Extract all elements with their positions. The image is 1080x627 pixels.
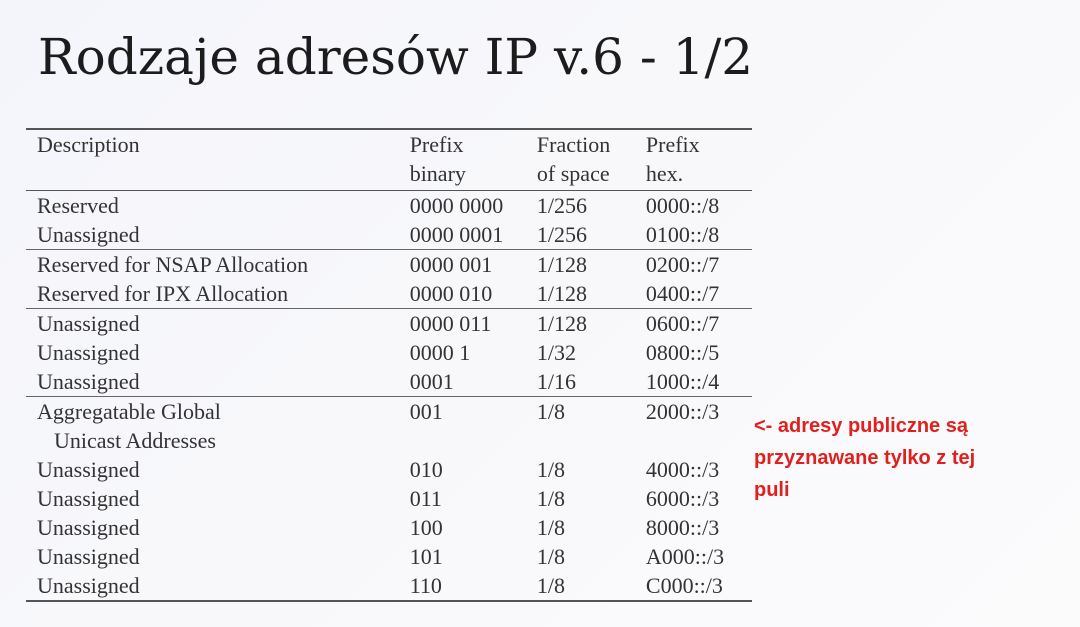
header-prefix-binary-line1: Prefix <box>409 132 464 157</box>
public-address-annotation: <- adresy publiczne są przyznawane tylko… <box>754 410 1054 506</box>
header-row-2: binary of space hex. <box>26 159 752 191</box>
cell-fraction: 1/8 <box>536 544 566 569</box>
cell-prefix-hex: C000::/3 <box>645 573 723 598</box>
header-prefix-hex-line2: hex. <box>645 161 684 186</box>
cell-fraction: 1/8 <box>536 486 566 511</box>
cell-prefix-hex: 0800::/5 <box>645 340 720 365</box>
cell-prefix-binary: 110 <box>409 573 442 598</box>
cell-description: Unassigned <box>37 369 140 394</box>
cell-prefix-hex: 0100::/8 <box>645 222 720 247</box>
cell-prefix-binary: 0000 011 <box>409 311 492 336</box>
cell-fraction: 1/8 <box>536 457 566 482</box>
header-prefix-hex-line1: Prefix <box>645 132 700 157</box>
table-row: Unassigned 010 1/8 4000::/3 <box>26 455 752 484</box>
table-row-continuation: Unicast Addresses <box>26 426 752 455</box>
cell-prefix-hex: 0200::/7 <box>645 252 720 277</box>
table-header: Description Prefix Fraction Prefix binar… <box>26 129 752 191</box>
cell-empty <box>646 426 752 455</box>
cell-prefix-hex: 1000::/4 <box>645 369 720 394</box>
cell-description: Reserved for NSAP Allocation <box>37 252 309 277</box>
cell-description: Reserved <box>37 193 119 218</box>
cell-prefix-hex: 6000::/3 <box>645 486 720 511</box>
cell-prefix-binary: 0000 0001 <box>409 222 504 247</box>
cell-description: Unassigned <box>37 573 140 598</box>
cell-fraction: 1/128 <box>536 281 588 306</box>
cell-description: Unassigned <box>37 515 140 540</box>
cell-fraction: 1/128 <box>536 311 588 336</box>
ipv6-address-table: Description Prefix Fraction Prefix binar… <box>26 128 752 602</box>
table-row: Unassigned 0000 0001 1/256 0100::/8 <box>26 220 752 250</box>
cell-prefix-hex: A000::/3 <box>645 544 725 569</box>
cell-prefix-binary: 0000 001 <box>409 252 493 277</box>
cell-prefix-binary: 0000 0000 <box>409 193 504 218</box>
cell-prefix-binary: 0001 <box>409 369 454 394</box>
header-description-blank <box>26 159 410 191</box>
cell-fraction: 1/32 <box>536 340 577 365</box>
cell-fraction: 1/16 <box>536 369 577 394</box>
annotation-line-3: puli <box>754 479 790 501</box>
cell-fraction: 1/128 <box>536 252 588 277</box>
table-row: Unassigned 101 1/8 A000::/3 <box>26 542 752 571</box>
table-row: Unassigned 110 1/8 C000::/3 <box>26 571 752 601</box>
cell-prefix-binary: 011 <box>409 486 442 511</box>
cell-description: Unassigned <box>37 457 140 482</box>
header-row-1: Description Prefix Fraction Prefix <box>26 129 752 159</box>
cell-prefix-hex: 4000::/3 <box>645 457 720 482</box>
table-row: Unassigned 100 1/8 8000::/3 <box>26 513 752 542</box>
cell-fraction: 1/256 <box>536 222 588 247</box>
cell-prefix-binary: 010 <box>409 457 443 482</box>
cell-prefix-binary: 0000 010 <box>409 281 493 306</box>
cell-prefix-hex: 2000::/3 <box>645 399 720 424</box>
cell-fraction: 1/8 <box>536 573 566 598</box>
cell-empty <box>537 426 646 455</box>
cell-description-continuation: Unicast Addresses <box>54 428 216 453</box>
table-row: Unassigned 0001 1/16 1000::/4 <box>26 367 752 397</box>
header-fraction-line2: of space <box>536 161 610 186</box>
annotation-line-1: <- adresy publiczne są <box>754 415 968 437</box>
cell-description: Unassigned <box>37 340 140 365</box>
cell-description: Unassigned <box>37 311 140 336</box>
cell-prefix-hex: 0400::/7 <box>645 281 720 306</box>
cell-prefix-hex: 0600::/7 <box>645 311 720 336</box>
cell-description: Unassigned <box>37 222 140 247</box>
header-prefix-binary-line2: binary <box>409 161 466 186</box>
cell-description: Aggregatable Global <box>37 399 221 424</box>
cell-description: Unassigned <box>37 544 140 569</box>
cell-prefix-hex: 8000::/3 <box>645 515 720 540</box>
slide-title: Rodzaje adresów IP v.6 - 1/2 <box>38 28 754 86</box>
table-body: Reserved 0000 0000 1/256 0000::/8 Unassi… <box>26 191 752 601</box>
address-types-table: Description Prefix Fraction Prefix binar… <box>26 128 752 602</box>
table-row: Aggregatable Global 001 1/8 2000::/3 <box>26 397 752 427</box>
cell-fraction: 1/8 <box>536 515 566 540</box>
table-row: Unassigned 0000 1 1/32 0800::/5 <box>26 338 752 367</box>
cell-fraction: 1/8 <box>536 399 566 424</box>
cell-fraction: 1/256 <box>536 193 588 218</box>
cell-prefix-binary: 001 <box>409 399 443 424</box>
cell-prefix-hex: 0000::/8 <box>645 193 720 218</box>
table-row: Reserved for IPX Allocation 0000 010 1/1… <box>26 279 752 309</box>
table-row: Unassigned 011 1/8 6000::/3 <box>26 484 752 513</box>
cell-prefix-binary: 101 <box>409 544 443 569</box>
cell-description: Reserved for IPX Allocation <box>37 281 289 306</box>
cell-prefix-binary: 100 <box>409 515 443 540</box>
header-description: Description <box>37 132 140 157</box>
cell-description: Unassigned <box>37 486 140 511</box>
table-row: Unassigned 0000 011 1/128 0600::/7 <box>26 309 752 339</box>
table-row: Reserved 0000 0000 1/256 0000::/8 <box>26 191 752 221</box>
header-fraction-line1: Fraction <box>536 132 611 157</box>
cell-empty <box>410 426 537 455</box>
table-row: Reserved for NSAP Allocation 0000 001 1/… <box>26 250 752 280</box>
cell-prefix-binary: 0000 1 <box>409 340 471 365</box>
annotation-line-2: przyznawane tylko z tej <box>754 447 976 469</box>
